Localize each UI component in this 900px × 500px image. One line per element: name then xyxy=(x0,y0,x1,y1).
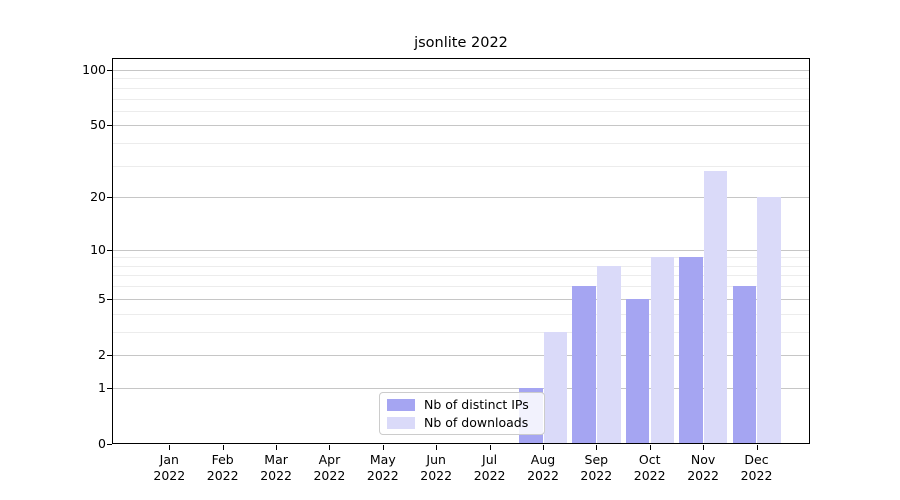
x-axis-tick-label: Mar 2022 xyxy=(244,452,308,484)
x-axis-year-label: 2022 xyxy=(153,468,186,483)
x-axis-tick xyxy=(276,444,278,450)
x-axis-year-label: 2022 xyxy=(527,468,559,483)
minor-gridline xyxy=(112,275,810,277)
y-axis-tick-label: 2 xyxy=(98,347,106,362)
y-axis-tick-label: 10 xyxy=(90,241,106,257)
y-axis-tick-label: 20 xyxy=(90,189,106,205)
minor-gridline xyxy=(112,257,810,259)
x-axis-tick xyxy=(756,444,758,450)
minor-gridline xyxy=(112,110,810,112)
x-axis-tick xyxy=(329,444,331,450)
y-axis-tick-label: 50 xyxy=(90,117,106,133)
bar-downloads xyxy=(757,197,781,444)
major-gridline xyxy=(112,387,810,389)
minor-gridline xyxy=(112,87,810,89)
legend-label-distinct-ips: Nb of distinct IPs xyxy=(424,397,529,412)
x-axis-tick-label: Apr 2022 xyxy=(297,452,361,484)
x-axis-tick xyxy=(543,444,544,450)
x-axis-year-label: 2022 xyxy=(313,468,346,483)
x-axis-tick-label: Jan 2022 xyxy=(137,452,201,484)
x-axis-year-label: 2022 xyxy=(420,468,453,483)
x-axis-tick xyxy=(649,444,651,450)
major-gridline xyxy=(112,69,810,71)
bar-distinct-ips xyxy=(625,298,650,444)
major-gridline xyxy=(112,298,810,300)
x-axis-tick xyxy=(596,444,598,450)
x-axis-tick-label: Nov 2022 xyxy=(671,452,735,484)
minor-gridline xyxy=(112,143,810,144)
x-axis-tick-label: Dec 2022 xyxy=(725,452,789,484)
x-axis-tick-label: Jul 2022 xyxy=(458,452,522,484)
x-axis-year-label: 2022 xyxy=(580,468,613,483)
legend-swatch-distinct-ips xyxy=(387,398,415,411)
legend-item-distinct-ips: Nb of distinct IPs xyxy=(387,397,537,412)
x-axis-tick-label: Jun 2022 xyxy=(404,452,468,484)
minor-gridline xyxy=(112,286,810,288)
x-axis-year-label: 2022 xyxy=(260,468,292,483)
y-axis-tick xyxy=(107,443,112,445)
x-axis-year-label: 2022 xyxy=(366,468,399,483)
x-axis-year-label: 2022 xyxy=(473,468,506,483)
minor-gridline xyxy=(112,313,810,315)
y-axis-tick-label: 5 xyxy=(98,290,106,306)
bar-distinct-ips xyxy=(572,286,596,444)
x-axis-tick xyxy=(169,444,171,450)
x-axis-tick xyxy=(222,444,224,450)
major-gridline xyxy=(112,125,810,127)
bar-downloads xyxy=(543,331,568,444)
major-gridline xyxy=(112,197,810,199)
bar-distinct-ips xyxy=(679,257,703,444)
x-axis-tick-label: Oct 2022 xyxy=(618,452,682,484)
bar-distinct-ips xyxy=(732,286,756,444)
x-axis-year-label: 2022 xyxy=(740,468,773,483)
minor-gridline xyxy=(112,78,810,80)
y-axis-tick xyxy=(107,298,112,300)
legend-label-downloads: Nb of downloads xyxy=(424,415,529,430)
x-axis-tick-label: Feb 2022 xyxy=(191,452,255,484)
legend-item-downloads: Nb of downloads xyxy=(387,415,537,430)
y-axis-tick-label: 1 xyxy=(98,379,106,395)
x-axis-tick-label: May 2022 xyxy=(351,452,415,484)
y-axis-tick xyxy=(107,355,112,356)
x-axis-tick xyxy=(703,444,705,450)
legend: Nb of distinct IPs Nb of downloads xyxy=(379,392,545,435)
legend-swatch-downloads xyxy=(387,416,415,429)
y-axis-tick-label: 100 xyxy=(82,61,106,77)
x-axis-year-label: 2022 xyxy=(687,468,719,483)
y-axis-tick xyxy=(107,69,112,71)
chart-title: jsonlite 2022 xyxy=(414,35,508,51)
minor-gridline xyxy=(112,165,810,167)
bar-downloads xyxy=(597,265,621,444)
major-gridline xyxy=(112,249,810,251)
y-axis-tick-label: 0 xyxy=(98,435,106,451)
minor-gridline xyxy=(112,265,810,267)
x-axis-tick xyxy=(436,444,438,450)
bar-downloads xyxy=(703,171,728,444)
x-axis-tick xyxy=(489,444,491,450)
x-axis-year-label: 2022 xyxy=(633,468,666,483)
x-axis-tick xyxy=(382,444,384,450)
x-axis-tick-label: Aug 2022 xyxy=(511,452,575,484)
bar-downloads xyxy=(650,257,674,444)
x-axis-tick-label: Sep 2022 xyxy=(564,452,628,484)
minor-gridline xyxy=(112,331,810,333)
y-axis-tick xyxy=(107,249,112,251)
plot-area xyxy=(112,58,810,444)
y-axis-tick xyxy=(107,197,112,199)
y-axis-tick xyxy=(107,125,112,127)
x-axis-year-label: 2022 xyxy=(206,468,239,483)
major-gridline xyxy=(112,355,810,356)
minor-gridline xyxy=(112,98,810,100)
y-axis-tick xyxy=(107,387,112,389)
